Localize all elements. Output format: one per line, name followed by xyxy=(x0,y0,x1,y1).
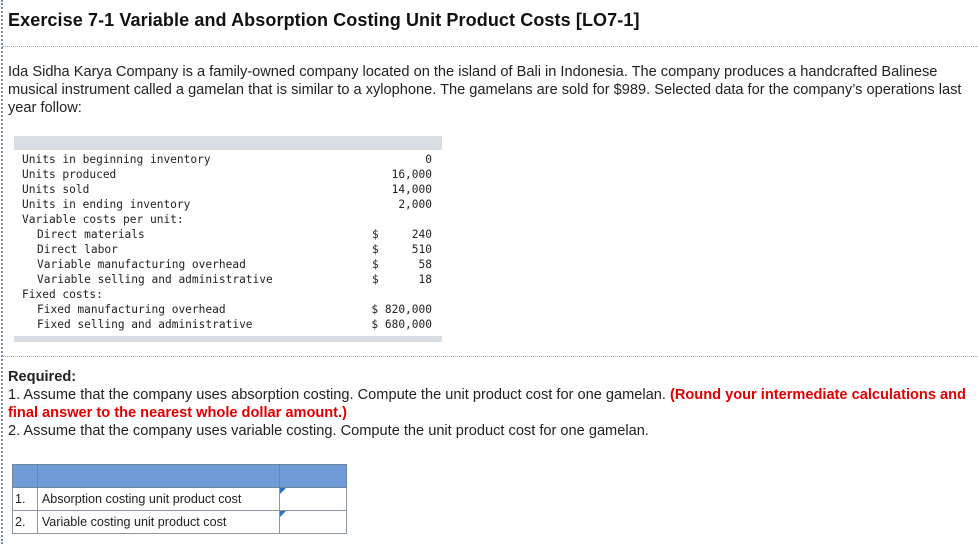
data-row-label: Direct labor xyxy=(37,243,118,256)
data-row-dollar-sign: $ xyxy=(372,258,379,271)
required-section: Required: 1. Assume that the company use… xyxy=(8,368,968,440)
answer-row-label: Variable costing unit product cost xyxy=(36,510,280,534)
answer-row-absorption: 1. Absorption costing unit product cost xyxy=(12,487,348,511)
intro-paragraph: Ida Sidha Karya Company is a family-owne… xyxy=(8,64,962,116)
data-table-header-bar xyxy=(14,136,442,150)
data-table-body: Units in beginning inventory 0 Units produ… xyxy=(14,150,442,332)
data-row-label: Units in beginning inventory xyxy=(22,153,211,166)
answer-row-label: Absorption costing unit product cost xyxy=(36,487,280,511)
data-row-label: Variable selling and administrative xyxy=(37,273,273,286)
data-row-dollar-sign: $ xyxy=(372,243,379,256)
data-row-value: 240 xyxy=(411,228,432,241)
data-row-value: 16,000 xyxy=(391,168,432,181)
left-dotted-border xyxy=(1,0,3,544)
data-row-value: 18 xyxy=(418,273,432,286)
absorption-cost-input[interactable] xyxy=(279,489,346,509)
rounding-instruction: (Round your intermediate calculations an… xyxy=(8,387,966,421)
data-row: Variable selling and administrative $18 xyxy=(14,272,442,287)
data-row: Units in beginning inventory 0 xyxy=(14,152,442,167)
required-item-2: 2. Assume that the company uses variable… xyxy=(8,423,649,439)
data-row: Direct labor $510 xyxy=(14,242,442,257)
data-row: Direct materials $240 xyxy=(14,227,442,242)
data-table-footer-bar xyxy=(14,336,442,342)
answer-table: 1. Absorption costing unit product cost … xyxy=(12,464,348,534)
required-heading: Required: xyxy=(8,369,77,385)
data-row-label: Units in ending inventory xyxy=(22,198,191,211)
exercise-title: Exercise 7-1 Variable and Absorption Cos… xyxy=(8,10,640,30)
data-row: Units in ending inventory 2,000 xyxy=(14,197,442,212)
answer-table-header xyxy=(12,464,348,488)
variable-cost-input[interactable] xyxy=(279,512,346,532)
data-row-label: Units produced xyxy=(22,168,117,181)
data-row-value: $ 820,000 xyxy=(371,303,432,316)
data-row-label: Fixed costs: xyxy=(22,288,103,301)
data-row-value: $ 680,000 xyxy=(371,318,432,331)
data-row-label: Fixed manufacturing overhead xyxy=(37,303,226,316)
data-row-value: 2,000 xyxy=(398,198,432,211)
data-row-value: 14,000 xyxy=(391,183,432,196)
data-row-label: Units sold xyxy=(22,183,90,196)
title-divider xyxy=(2,46,978,47)
data-table: Units in beginning inventory 0 Units produ… xyxy=(14,136,442,342)
data-row: Fixed selling and administrative $ 680,00… xyxy=(14,317,442,332)
answer-row-number: 1. xyxy=(12,487,38,511)
input-marker-icon xyxy=(279,511,286,517)
data-row-dollar-sign: $ xyxy=(372,273,379,286)
data-row: Fixed manufacturing overhead $ 820,000 xyxy=(14,302,442,317)
input-marker-icon xyxy=(279,488,286,494)
data-row-value: 0 xyxy=(425,153,432,166)
data-row: Units sold 14,000 xyxy=(14,182,442,197)
data-row-label: Fixed selling and administrative xyxy=(37,318,253,331)
data-row-value: 510 xyxy=(411,243,432,256)
data-row: Variable manufacturing overhead $58 xyxy=(14,257,442,272)
data-row-value: 58 xyxy=(418,258,432,271)
data-row: Fixed costs: xyxy=(14,287,442,302)
required-item-1: 1. Assume that the company uses absorpti… xyxy=(8,386,968,422)
data-row: Variable costs per unit: xyxy=(14,212,442,227)
data-row-dollar-sign: $ xyxy=(372,228,379,241)
data-row-label: Variable costs per unit: xyxy=(22,213,184,226)
answer-row-variable: 2. Variable costing unit product cost xyxy=(12,510,348,534)
data-row-label: Variable manufacturing overhead xyxy=(37,258,246,271)
required-item-1-text: 1. Assume that the company uses absorpti… xyxy=(8,387,670,403)
section-divider xyxy=(2,356,978,357)
data-row: Units produced 16,000 xyxy=(14,167,442,182)
answer-row-number: 2. xyxy=(12,510,38,534)
data-row-label: Direct materials xyxy=(37,228,145,241)
